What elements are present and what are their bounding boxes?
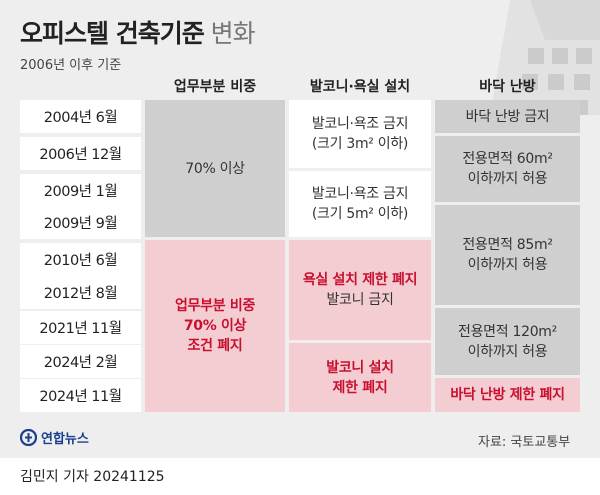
balcony-period3-normal: 발코니 금지 [326,292,394,308]
byline: 김민지 기자 20241125 [20,469,165,485]
balcony-period2-line: 발코니·욕조 금지 [311,186,409,202]
business-after-line: 70% 이상 [183,318,247,334]
heating-period4-line: 이하까지 허용 [467,343,548,360]
date-row: 2009년 9월 [20,206,141,239]
date-row: 2006년 12월 [20,137,141,170]
balcony-period1-line: (크기 3m² 이하) [311,136,409,152]
balcony-cell-period3: 욕실 설치 제한 폐지 발코니 금지 [289,240,431,340]
title-strong: 오피스텔 건축기준 [20,19,205,48]
subtitle: 2006년 이후 기준 [20,58,122,73]
heating-cell-period3: 전용면적 85m² 이하까지 허용 [435,205,580,305]
heating-cell-period5: 바닥 난방 제한 폐지 [435,378,580,412]
heating-period3-line: 전용면적 85m² [462,237,553,253]
heating-period2-line: 이하까지 허용 [467,171,548,187]
yonhap-logo: 연합뉴스 [20,428,89,447]
balcony-period1-line: 발코니·욕조 금지 [311,116,409,132]
source-note: 자료: 국토교통부 [478,435,571,450]
heating-period1-text: 바닥 난방 금지 [465,108,550,125]
date-row: 2009년 1월 [20,174,141,207]
balcony-period4-line: 제한 폐지 [332,379,388,396]
balcony-period2-line: (크기 5m² 이하) [311,206,409,222]
balcony-cell-period1: 발코니·욕조 금지 (크기 3m² 이하) [289,100,431,168]
date-row: 2012년 8월 [20,276,141,309]
column-header-balcony: 발코니·욕실 설치 [309,79,411,95]
heating-cell-period2: 전용면적 60m² 이하까지 허용 [435,136,580,202]
balcony-cell-period2: 발코니·욕조 금지 (크기 5m² 이하) [289,171,431,237]
date-row: 2024년 2월 [20,345,141,378]
column-header-heating: 바닥 난방 [479,79,536,95]
balcony-period3-highlight: 욕실 설치 제한 폐지 [302,272,418,288]
business-before-text: 70% 이상 [185,160,245,177]
date-row: 2004년 6월 [20,100,141,133]
heating-period3-line: 이하까지 허용 [467,257,548,273]
yonhap-logo-icon [20,429,37,446]
page-title: 오피스텔 건축기준 변화 [20,14,256,50]
heating-cell-period1: 바닥 난방 금지 [435,100,580,133]
heating-period4-line: 전용면적 120m² [458,323,557,340]
building-icon [490,0,600,115]
balcony-period4-line: 발코니 설치 [326,359,394,376]
business-cell-before: 70% 이상 [145,100,285,237]
balcony-cell-period4: 발코니 설치 제한 폐지 [289,343,431,412]
date-row: 2021년 11월 [20,311,141,344]
heating-period2-line: 전용면적 60m² [462,151,553,167]
business-after-line: 조건 폐지 [187,338,243,354]
infographic-card: 오피스텔 건축기준 변화 2006년 이후 기준 업무부분 비중 발코니·욕실 … [0,0,600,458]
yonhap-logo-text: 연합뉴스 [41,432,89,447]
heating-cell-period4: 전용면적 120m² 이하까지 허용 [435,308,580,375]
business-after-line: 업무부분 비중 [174,298,256,314]
date-row: 2024년 11월 [20,379,141,412]
title-light: 변화 [210,19,256,48]
date-row: 2010년 6월 [20,243,141,276]
business-cell-after: 업무부분 비중 70% 이상 조건 폐지 [145,240,285,412]
column-header-business: 업무부분 비중 [173,79,257,95]
heating-period5-text: 바닥 난방 제한 폐지 [450,387,565,403]
